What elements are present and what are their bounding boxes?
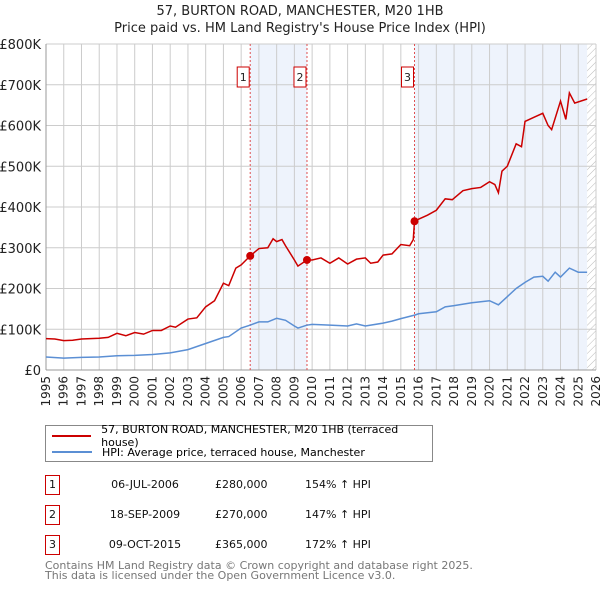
red-line-swatch (52, 435, 92, 437)
hpi-change: 154% ↑ HPI (305, 478, 371, 491)
price: £365,000 (215, 538, 268, 551)
legend-label: HPI: Average price, terraced house, Manc… (102, 445, 365, 459)
marker-badge: 2 (45, 505, 60, 525)
transaction-row: 3 09-OCT-2015 £365,000 172% ↑ HPI (45, 535, 465, 555)
x-tick-label: 2004 (199, 376, 213, 407)
sale-label: 3 (404, 71, 411, 84)
y-tick-label: £300K (0, 242, 41, 257)
hpi-change: 172% ↑ HPI (305, 538, 371, 551)
x-tick-label: 2021 (500, 376, 514, 407)
x-tick-label: 2016 (412, 376, 426, 407)
transaction-row: 2 18-SEP-2009 £270,000 147% ↑ HPI (45, 505, 465, 525)
y-tick-label: £700K (0, 79, 41, 94)
legend: 57, BURTON ROAD, MANCHESTER, M20 1HB (te… (45, 423, 433, 462)
sale-label-box (401, 66, 414, 88)
x-tick-label: 2009 (287, 376, 301, 407)
x-tick-label: 2015 (394, 376, 408, 407)
sale-label-box (236, 66, 250, 88)
legend-item-hpi: HPI: Average price, terraced house, Manc… (52, 445, 365, 459)
date: 06-JUL-2006 (111, 478, 179, 491)
x-tick-label: 1998 (92, 376, 106, 407)
price: £280,000 (215, 478, 268, 491)
hpi-line (45, 267, 588, 359)
x-tick-label: 2014 (376, 376, 390, 407)
x-tick-label: 2023 (536, 376, 550, 407)
x-tick-label: 2022 (518, 376, 532, 407)
x-tick-label: 2010 (305, 376, 319, 407)
x-tick-label: 2025 (571, 376, 585, 407)
blue-line-swatch (52, 451, 92, 453)
sale-point (246, 251, 255, 260)
price: £270,000 (215, 508, 268, 521)
x-tick-label: 2024 (554, 376, 568, 407)
x-tick-label: 2001 (145, 376, 159, 407)
legend-label: 57, BURTON ROAD, MANCHESTER, M20 1HB (te… (101, 423, 399, 449)
chart-subtitle: Price paid vs. HM Land Registry's House … (114, 21, 486, 36)
x-tick-label: 2026 (589, 376, 600, 407)
x-tick-label: 2006 (234, 376, 248, 407)
y-tick-label: £500K (0, 160, 41, 175)
x-tick-label: 2000 (128, 376, 142, 407)
price-chart: 1995 1996 1997 1998 1999 2000 2001 2002 2003 2004… (0, 38, 600, 407)
y-tick-label: £200K (0, 283, 41, 298)
transaction-row: 1 06-JUL-2006 £280,000 154% ↑ HPI (45, 475, 465, 495)
sale-label: 1 (240, 71, 247, 84)
x-tick-label: 2017 (429, 376, 443, 407)
y-tick-label: £600K (0, 120, 41, 135)
y-tick-label: £0 (24, 364, 41, 379)
sale-point (410, 217, 419, 226)
x-tick-label: 2018 (447, 376, 461, 407)
date: 09-OCT-2015 (108, 538, 182, 551)
x-tick-label: 1997 (74, 376, 88, 407)
footer-licence: This data is licensed under the Open Gov… (45, 569, 396, 582)
footer-copyright: Contains HM Land Registry data © Crown c… (45, 559, 473, 572)
x-tick-label: 2012 (341, 376, 355, 407)
x-tick-label: 1996 (57, 376, 71, 407)
sale-point (302, 255, 311, 264)
x-tick-label: 2019 (465, 376, 479, 407)
x-tick-label: 2008 (270, 376, 284, 407)
x-tick-label: 1995 (39, 376, 53, 407)
marker-badge: 3 (45, 535, 60, 555)
x-tick-label: 2002 (163, 376, 177, 407)
x-tick-label: 2020 (483, 376, 497, 407)
date: 18-SEP-2009 (109, 508, 181, 521)
x-tick-label: 2005 (216, 376, 230, 407)
x-tick-label: 2011 (323, 376, 337, 407)
x-tick-label: 2007 (252, 376, 266, 407)
y-tick-label: £800K (0, 38, 41, 53)
chart-title: 57, BURTON ROAD, MANCHESTER, M20 1HB (156, 4, 444, 19)
x-tick-label: 2003 (181, 376, 195, 407)
sale-label: 2 (296, 71, 303, 84)
x-tick-label: 2013 (358, 376, 372, 407)
legend-item-property: 57, BURTON ROAD, MANCHESTER, M20 1HB (te… (52, 423, 432, 449)
property-price-line (45, 90, 588, 342)
y-tick-label: £100K (0, 323, 41, 338)
sale-label-box (293, 66, 307, 88)
marker-badge: 1 (45, 475, 60, 495)
x-tick-label: 1999 (110, 376, 124, 407)
y-tick-label: £400K (0, 201, 41, 216)
hpi-change: 147% ↑ HPI (305, 508, 371, 521)
